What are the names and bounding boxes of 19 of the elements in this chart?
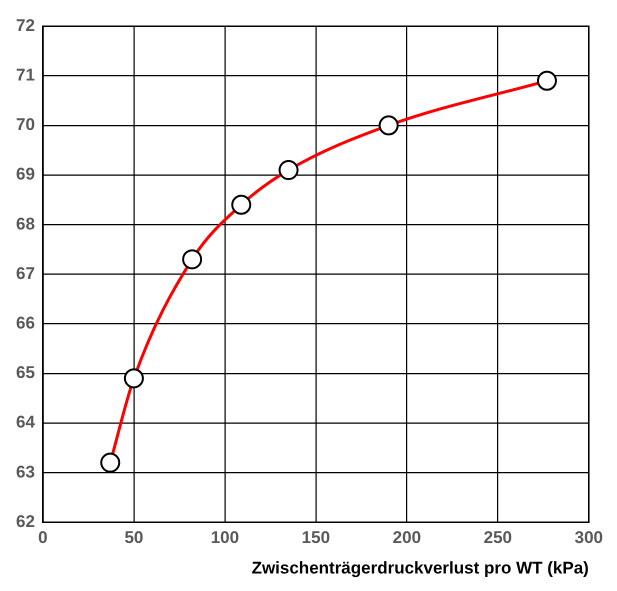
x-tick-label: 150: [302, 528, 330, 548]
x-tick-label: 100: [210, 528, 240, 548]
y-tick-label: 64: [16, 412, 36, 432]
y-tick-label: 69: [16, 164, 35, 184]
y-tick-label: 65: [16, 363, 35, 382]
x-axis-title: Zwischenträgerdruckverlust pro WT (kPa): [252, 558, 589, 578]
y-tick-label: 68: [16, 214, 35, 234]
x-tick-label: 200: [392, 528, 422, 548]
x-tick-label: 250: [484, 528, 512, 548]
y-tick-label: 70: [16, 115, 35, 134]
y-tick-label: 66: [16, 313, 35, 332]
y-tick-label: 62: [16, 512, 35, 531]
x-tick-label: 300: [574, 528, 604, 548]
x-tick-label: 50: [124, 528, 144, 548]
x-tick-label: 0: [38, 528, 48, 548]
y-tick-label: 71: [16, 65, 35, 84]
y-tick-label: 72: [16, 16, 35, 35]
y-tick-label: 67: [16, 264, 35, 283]
y-tick-label: 63: [16, 462, 35, 482]
